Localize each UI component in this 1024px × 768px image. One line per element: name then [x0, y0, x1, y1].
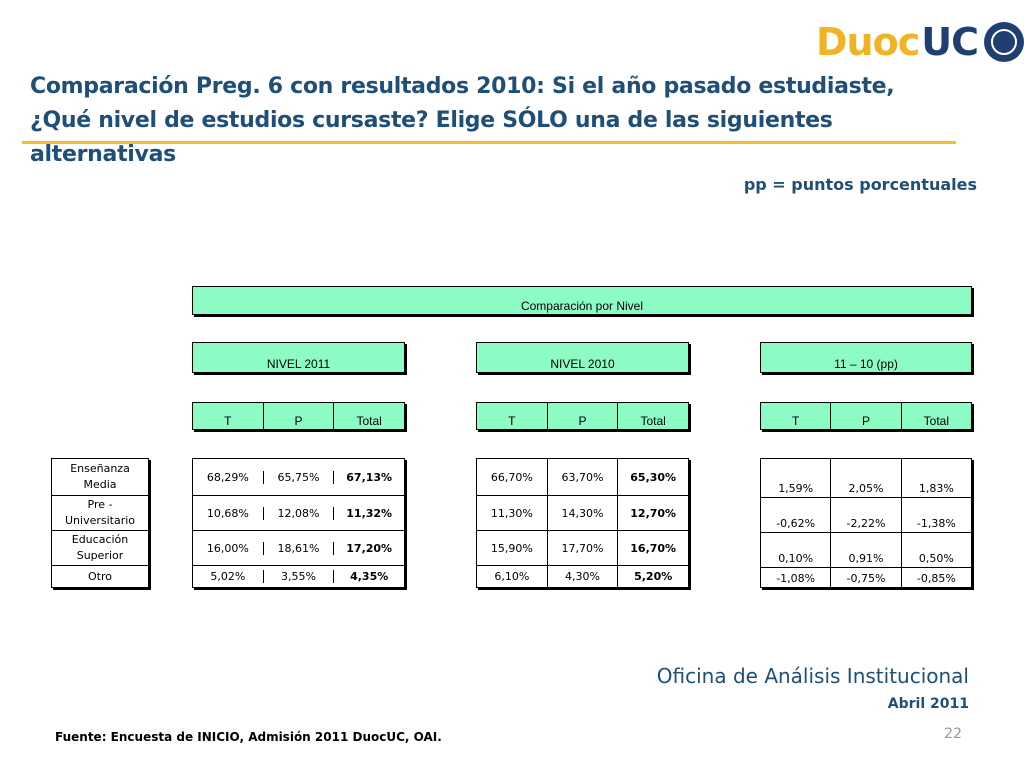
cell-t: 0,10% — [761, 533, 832, 567]
col-header-t: T — [193, 403, 264, 429]
title-underline — [22, 141, 956, 144]
col-header-total: Total — [640, 414, 666, 428]
col-headers-2011: T P Total — [192, 402, 405, 430]
title-line-2: ¿Qué nivel de estudios cursaste? Elige S… — [30, 108, 833, 167]
cell-total: 67,13% — [346, 470, 393, 484]
cell-p: 3,55% — [264, 570, 335, 583]
table-nivel-2011: 68,29% 65,75% 67,13% 10,68% 12,08% 11,32… — [192, 458, 405, 588]
logo-duoc-text: Duoc — [816, 20, 920, 64]
page-number: 22 — [944, 726, 962, 742]
table-diff-pp: 1,59% 2,05% 1,83% -0,62% -2,22% -1,38% 0… — [760, 458, 972, 588]
group-header-2011: NIVEL 2011 — [192, 342, 405, 373]
cell-t: 10,68% — [193, 506, 264, 520]
duocuc-logo: Duoc UC — [816, 20, 1024, 64]
group-header-2010: NIVEL 2010 — [476, 342, 689, 373]
cell-t: 6,10% — [477, 566, 548, 587]
table-nivel-2010: 66,70% 63,70% 65,30% 11,30% 14,30% 12,70… — [476, 458, 689, 588]
cell-total: 17,20% — [346, 541, 393, 555]
cell-t: 15,90% — [477, 531, 548, 565]
cell-total: -0,85% — [916, 572, 956, 585]
col-header-p: P — [264, 403, 335, 429]
cell-p: 0,91% — [831, 533, 902, 567]
table-caption: Comparación por Nivel — [192, 286, 972, 315]
col-header-p: P — [831, 403, 902, 429]
group-header-diff: 11 – 10 (pp) — [760, 342, 972, 373]
slide-title: Comparación Preg. 6 con resultados 2010:… — [30, 70, 970, 172]
group-header-2011-text: NIVEL 2011 — [266, 357, 331, 371]
cell-total: 11,32% — [346, 506, 393, 520]
table-caption-text: Comparación por Nivel — [520, 299, 644, 313]
cell-p: -2,22% — [831, 498, 902, 532]
cell-t: -0,62% — [761, 498, 832, 532]
cell-p: 63,70% — [548, 459, 619, 495]
logo-uc-text: UC — [921, 20, 979, 64]
col-headers-2010: T P Total — [476, 402, 689, 430]
cell-total: 4,35% — [350, 570, 389, 583]
footer-org: Oficina de Análisis Institucional — [656, 664, 969, 688]
footer-date: Abril 2011 — [887, 696, 969, 712]
source-note: Fuente: Encuesta de INICIO, Admisión 201… — [55, 730, 442, 744]
cell-total: 16,70% — [630, 541, 677, 555]
cell-p: 14,30% — [548, 496, 619, 530]
cell-total: 1,83% — [918, 482, 954, 495]
title-line-1: Comparación Preg. 6 con resultados 2010:… — [30, 74, 895, 99]
cell-t: 16,00% — [193, 541, 264, 555]
cell-p: 65,75% — [264, 470, 335, 484]
cell-p: 2,05% — [831, 459, 902, 497]
cell-total: 5,20% — [634, 570, 673, 583]
cell-t: 1,59% — [761, 459, 832, 497]
group-header-diff-text: 11 – 10 (pp) — [834, 357, 898, 371]
cell-total: -1,38% — [916, 517, 956, 530]
cell-p: 4,30% — [548, 566, 619, 587]
col-header-total: Total — [356, 414, 382, 428]
cell-t: 11,30% — [477, 496, 548, 530]
col-header-total: Total — [923, 414, 949, 428]
cell-p: -0,75% — [831, 568, 902, 587]
pp-note: pp = puntos porcentuales — [743, 175, 977, 194]
cell-t: 66,70% — [477, 459, 548, 495]
seal-icon — [983, 22, 1024, 62]
cell-t: -1,08% — [761, 568, 832, 587]
col-header-p: P — [548, 403, 619, 429]
group-header-2010-text: NIVEL 2010 — [550, 357, 615, 371]
row-label: Pre - Universitario — [64, 498, 136, 527]
cell-p: 18,61% — [264, 541, 335, 555]
cell-total: 0,50% — [918, 552, 954, 565]
row-label: Otro — [88, 569, 112, 583]
col-header-t: T — [477, 403, 548, 429]
cell-total: 12,70% — [630, 506, 677, 520]
cell-total: 65,30% — [630, 470, 677, 484]
cell-p: 12,08% — [264, 506, 335, 520]
cell-t: 5,02% — [193, 570, 264, 583]
row-label: Educación Superior — [71, 533, 129, 562]
cell-p: 17,70% — [548, 531, 619, 565]
row-label: Enseñanza Media — [70, 462, 130, 491]
col-headers-diff: T P Total — [760, 402, 972, 430]
cell-t: 68,29% — [193, 470, 264, 484]
col-header-t: T — [761, 403, 832, 429]
row-labels: Enseñanza Media Pre - Universitario Educ… — [51, 458, 149, 588]
